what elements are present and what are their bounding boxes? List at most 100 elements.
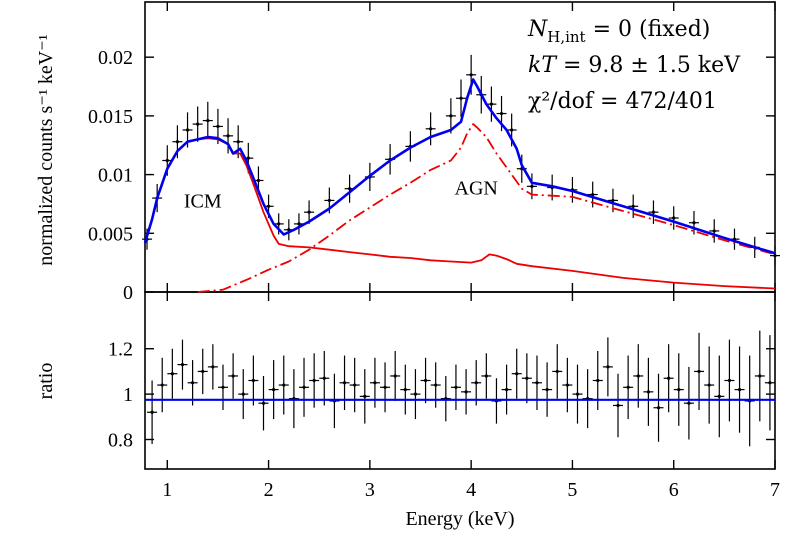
ratio-data-point xyxy=(191,381,195,385)
ratio-data-point xyxy=(535,381,539,385)
fit-stat-kt-value: = 9.8 ± 1.5 keV xyxy=(556,53,741,78)
ratio-data-point xyxy=(707,383,711,387)
spectrum-plot-area xyxy=(142,54,780,293)
ratio-data-point xyxy=(464,390,468,394)
ratio-y-tick-label: 1 xyxy=(123,384,133,406)
spectrum-data-point xyxy=(216,124,220,129)
ratio-data-point xyxy=(434,383,438,387)
total-model-line xyxy=(143,78,776,255)
spectrum-data-point xyxy=(773,254,777,258)
ratio-data-point xyxy=(697,369,701,374)
ratio-data-point xyxy=(606,365,610,369)
ratio-ticks: 0.8 1 1.2 1 2 3 4 5 6 7 xyxy=(108,292,780,501)
spectrum-data-point xyxy=(672,216,676,220)
fit-stat-nh-value: = 0 (fixed) xyxy=(586,17,711,42)
x-tick-label: 6 xyxy=(669,479,679,501)
spectrum-data-point xyxy=(469,73,473,77)
spectrum-data-point xyxy=(256,178,261,183)
x-tick-label: 2 xyxy=(264,479,274,501)
spectrum-y-axis-label: normalized counts s⁻¹ keV⁻¹ xyxy=(35,34,57,265)
fit-stat-chi2-symbol: χ²/dof xyxy=(528,89,595,114)
ratio-data-point xyxy=(393,374,397,378)
ratio-data-point xyxy=(342,381,347,385)
ratio-data-point xyxy=(272,387,276,392)
spectrum-data-point xyxy=(459,96,463,100)
spectrum-data-point xyxy=(226,134,230,138)
spectrum-data-point xyxy=(499,111,504,116)
ratio-data-point xyxy=(454,385,458,389)
x-tick-label: 4 xyxy=(466,479,476,501)
ratio-plot-area xyxy=(145,330,775,447)
ratio-data-point xyxy=(261,401,266,405)
ratio-data-point xyxy=(160,383,164,387)
ratio-data-point xyxy=(596,378,600,383)
x-tick-label: 3 xyxy=(365,479,375,501)
ratio-data-point xyxy=(180,363,185,367)
ratio-data-point xyxy=(768,381,772,385)
ratio-data-point xyxy=(504,387,509,392)
ratio-data-point xyxy=(251,378,255,383)
spectrum-data-point xyxy=(651,210,656,214)
spectrum-data-point xyxy=(489,102,493,106)
x-tick-label: 7 xyxy=(770,479,780,501)
ratio-data-point xyxy=(515,372,519,376)
ratio-data-point xyxy=(363,394,367,398)
fit-stat-nh-subscript: H,int xyxy=(547,28,585,46)
fit-stat-chi2-value: = 472/401 xyxy=(593,89,717,114)
agn-annotation: AGN xyxy=(455,178,498,200)
spectrum-data-point xyxy=(712,229,716,233)
spectrum-data-point xyxy=(165,158,169,163)
ratio-data-point xyxy=(656,406,661,410)
spectrum-y-tick-label: 0.02 xyxy=(98,47,133,69)
ratio-data-point xyxy=(636,374,640,378)
icm-model-line xyxy=(144,137,776,290)
spectrum-data-point xyxy=(175,140,180,144)
spectrum-panel-frame xyxy=(144,1,776,293)
ratio-data-point xyxy=(231,374,235,378)
fit-stat-kt: kT = 9.8 ± 1.5 keV xyxy=(528,53,741,78)
spectrum-data-point xyxy=(510,128,514,132)
spectrum-data-point xyxy=(185,128,190,132)
x-axis-label: Energy (keV) xyxy=(405,508,514,530)
icm-annotation: ICM xyxy=(184,190,222,212)
spectrum-data-point xyxy=(692,221,696,225)
ratio-data-point xyxy=(353,383,357,387)
ratio-data-point xyxy=(474,381,478,385)
spectrum-data-point xyxy=(307,210,311,214)
spectrum-data-point xyxy=(347,187,352,191)
ratio-data-point xyxy=(211,365,215,369)
ratio-y-axis-label: ratio xyxy=(35,363,57,400)
spectrum-data-point xyxy=(631,204,635,208)
ratio-data-point xyxy=(322,376,326,380)
spectrum-data-point xyxy=(266,204,271,208)
spectrum-y-tick-label: 0.005 xyxy=(88,223,133,245)
spectrum-data-point xyxy=(327,198,331,203)
ratio-y-tick-label: 1.2 xyxy=(108,339,133,361)
spectrum-data-point xyxy=(591,192,595,197)
ratio-data-point xyxy=(565,383,569,387)
x-tick-label: 1 xyxy=(162,479,172,501)
ratio-data-point xyxy=(687,401,691,405)
spectrum-y-tick-label: 0 xyxy=(123,282,133,304)
ratio-data-point xyxy=(201,369,205,374)
ratio-data-point xyxy=(677,387,681,392)
spectrum-data-point xyxy=(530,184,534,188)
ratio-data-point xyxy=(758,374,762,378)
spectrum-data-point xyxy=(246,156,250,160)
ratio-data-point xyxy=(170,372,174,376)
ratio-data-point xyxy=(667,376,671,380)
ratio-data-point xyxy=(525,376,529,380)
ratio-data-point xyxy=(575,392,580,396)
ratio-data-point xyxy=(282,383,286,387)
spectrum-data-point xyxy=(206,118,210,123)
ratio-data-point xyxy=(383,385,387,389)
ratio-data-point xyxy=(221,385,225,389)
spectrum-data-point xyxy=(297,222,301,226)
ratio-data-point xyxy=(312,378,316,383)
spectrum-data-point xyxy=(196,122,200,126)
ratio-data-point xyxy=(737,387,742,392)
ratio-panel-frame xyxy=(144,291,776,470)
fit-stat-kt-symbol: kT xyxy=(528,53,558,78)
ratio-data-point xyxy=(241,392,245,396)
